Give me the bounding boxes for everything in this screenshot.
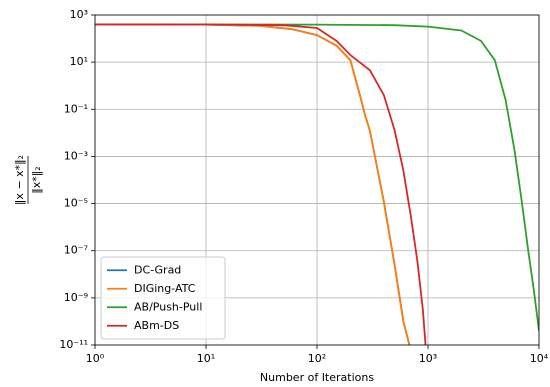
x-axis-label: Number of Iterations <box>260 371 374 384</box>
y-tick-label: 10⁻⁷ <box>64 244 88 257</box>
series-line <box>95 23 427 345</box>
legend-label: ABm-DS <box>134 319 179 332</box>
y-tick-label: 10³ <box>70 8 88 21</box>
y-tick-label: 10⁻³ <box>64 149 88 162</box>
y-axis-label: ‖x − x*‖₂ ‖x*‖₂ <box>13 155 43 205</box>
y-label-denominator: ‖x*‖₂ <box>30 166 43 193</box>
legend-label: DC-Grad <box>134 263 181 276</box>
y-tick-label: 10¹ <box>70 55 88 68</box>
x-tick-label: 10¹ <box>197 352 215 365</box>
series-line <box>95 23 411 345</box>
x-tick-label: 10² <box>308 352 326 365</box>
x-tick-label: 10⁰ <box>86 352 105 365</box>
y-tick-label: 10⁻¹ <box>64 102 88 115</box>
y-tick-label: 10⁻⁹ <box>64 291 88 304</box>
series-line <box>95 23 539 331</box>
y-tick-label: 10⁻⁵ <box>64 197 88 210</box>
x-tick-label: 10³ <box>419 352 437 365</box>
x-tick-label: 10⁴ <box>530 352 549 365</box>
y-tick-label: 10⁻¹¹ <box>59 338 88 351</box>
legend-label: DIGing-ATC <box>134 282 196 295</box>
legend-box <box>100 256 226 340</box>
legend-label: AB/Push-Pull <box>134 300 202 313</box>
y-label-numerator: ‖x − x*‖₂ <box>13 155 26 205</box>
